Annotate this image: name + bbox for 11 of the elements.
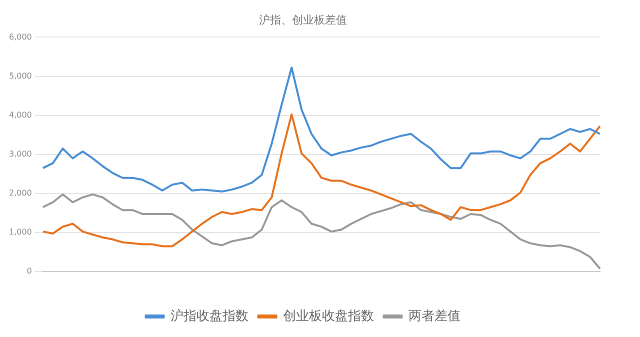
legend-label: 创业板收盘指数 bbox=[282, 308, 374, 324]
y-tick-label: 5,000 bbox=[8, 71, 32, 80]
y-tick-label: 1,000 bbox=[8, 228, 32, 237]
chart-title: 沪指、创业板差值 bbox=[259, 13, 347, 26]
y-tick-label: 3,000 bbox=[8, 149, 32, 158]
y-tick-label: 6,000 bbox=[8, 32, 32, 42]
legend-label: 两者差值 bbox=[408, 308, 460, 324]
y-tick-label: 4,000 bbox=[8, 110, 32, 120]
legend-label: 沪指收盘指数 bbox=[170, 308, 248, 324]
y-tick-label: 0 bbox=[26, 266, 32, 276]
y-tick-label: 2,000 bbox=[8, 188, 32, 198]
